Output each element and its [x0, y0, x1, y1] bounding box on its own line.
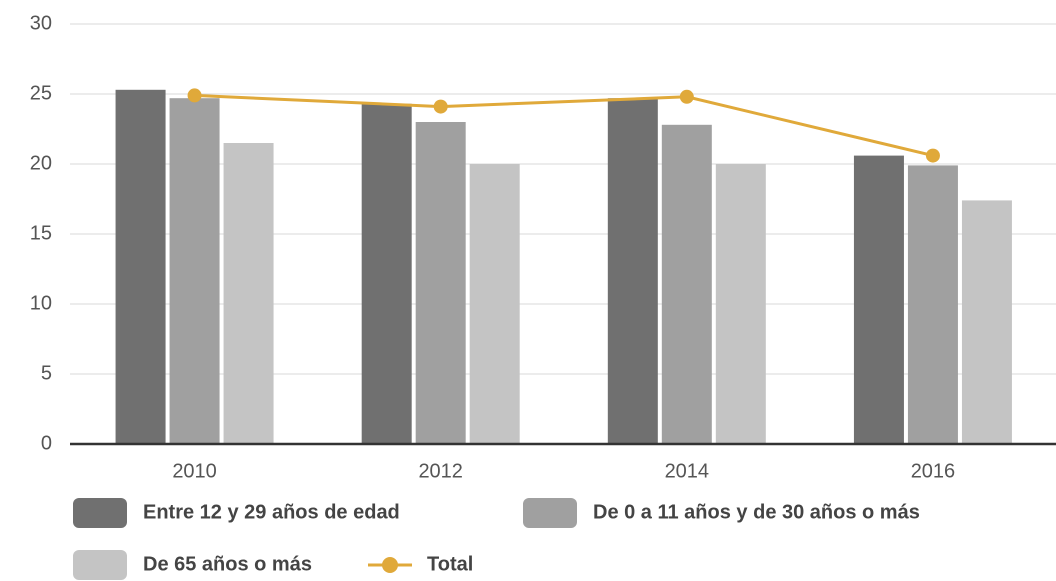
line-point	[187, 88, 202, 103]
legend-label: Entre 12 y 29 años de edad	[143, 501, 400, 523]
legend-label: De 0 a 11 años y de 30 años o más	[593, 501, 920, 523]
bar	[223, 143, 274, 444]
line-point	[679, 89, 694, 104]
x-tick-label: 2012	[418, 460, 463, 482]
bar	[469, 164, 520, 444]
legend-swatch	[523, 498, 577, 528]
bar	[115, 89, 166, 445]
bar	[361, 103, 412, 445]
line-point	[925, 148, 940, 163]
y-tick-label: 10	[30, 292, 52, 314]
line-point	[433, 99, 448, 114]
y-tick-label: 5	[41, 362, 52, 384]
x-tick-label: 2010	[172, 460, 217, 482]
y-tick-label: 0	[41, 432, 52, 454]
bar	[661, 124, 712, 445]
x-tick-label: 2014	[665, 460, 710, 482]
legend-swatch	[73, 550, 127, 580]
x-tick-label: 2016	[911, 460, 956, 482]
bar	[907, 165, 958, 444]
legend-label: De 65 años o más	[143, 553, 312, 575]
legend-dot	[382, 557, 398, 573]
legend-swatch	[73, 498, 127, 528]
legend-label: Total	[427, 553, 473, 575]
bar	[853, 155, 904, 444]
bar	[607, 98, 658, 444]
bar	[169, 98, 220, 444]
line	[194, 93, 934, 158]
y-tick-label: 30	[30, 12, 52, 34]
bar	[715, 164, 766, 444]
y-tick-label: 15	[30, 222, 52, 244]
bar	[961, 200, 1012, 444]
y-tick-label: 20	[30, 152, 52, 174]
bar	[415, 122, 466, 444]
y-tick-label: 25	[30, 82, 52, 104]
